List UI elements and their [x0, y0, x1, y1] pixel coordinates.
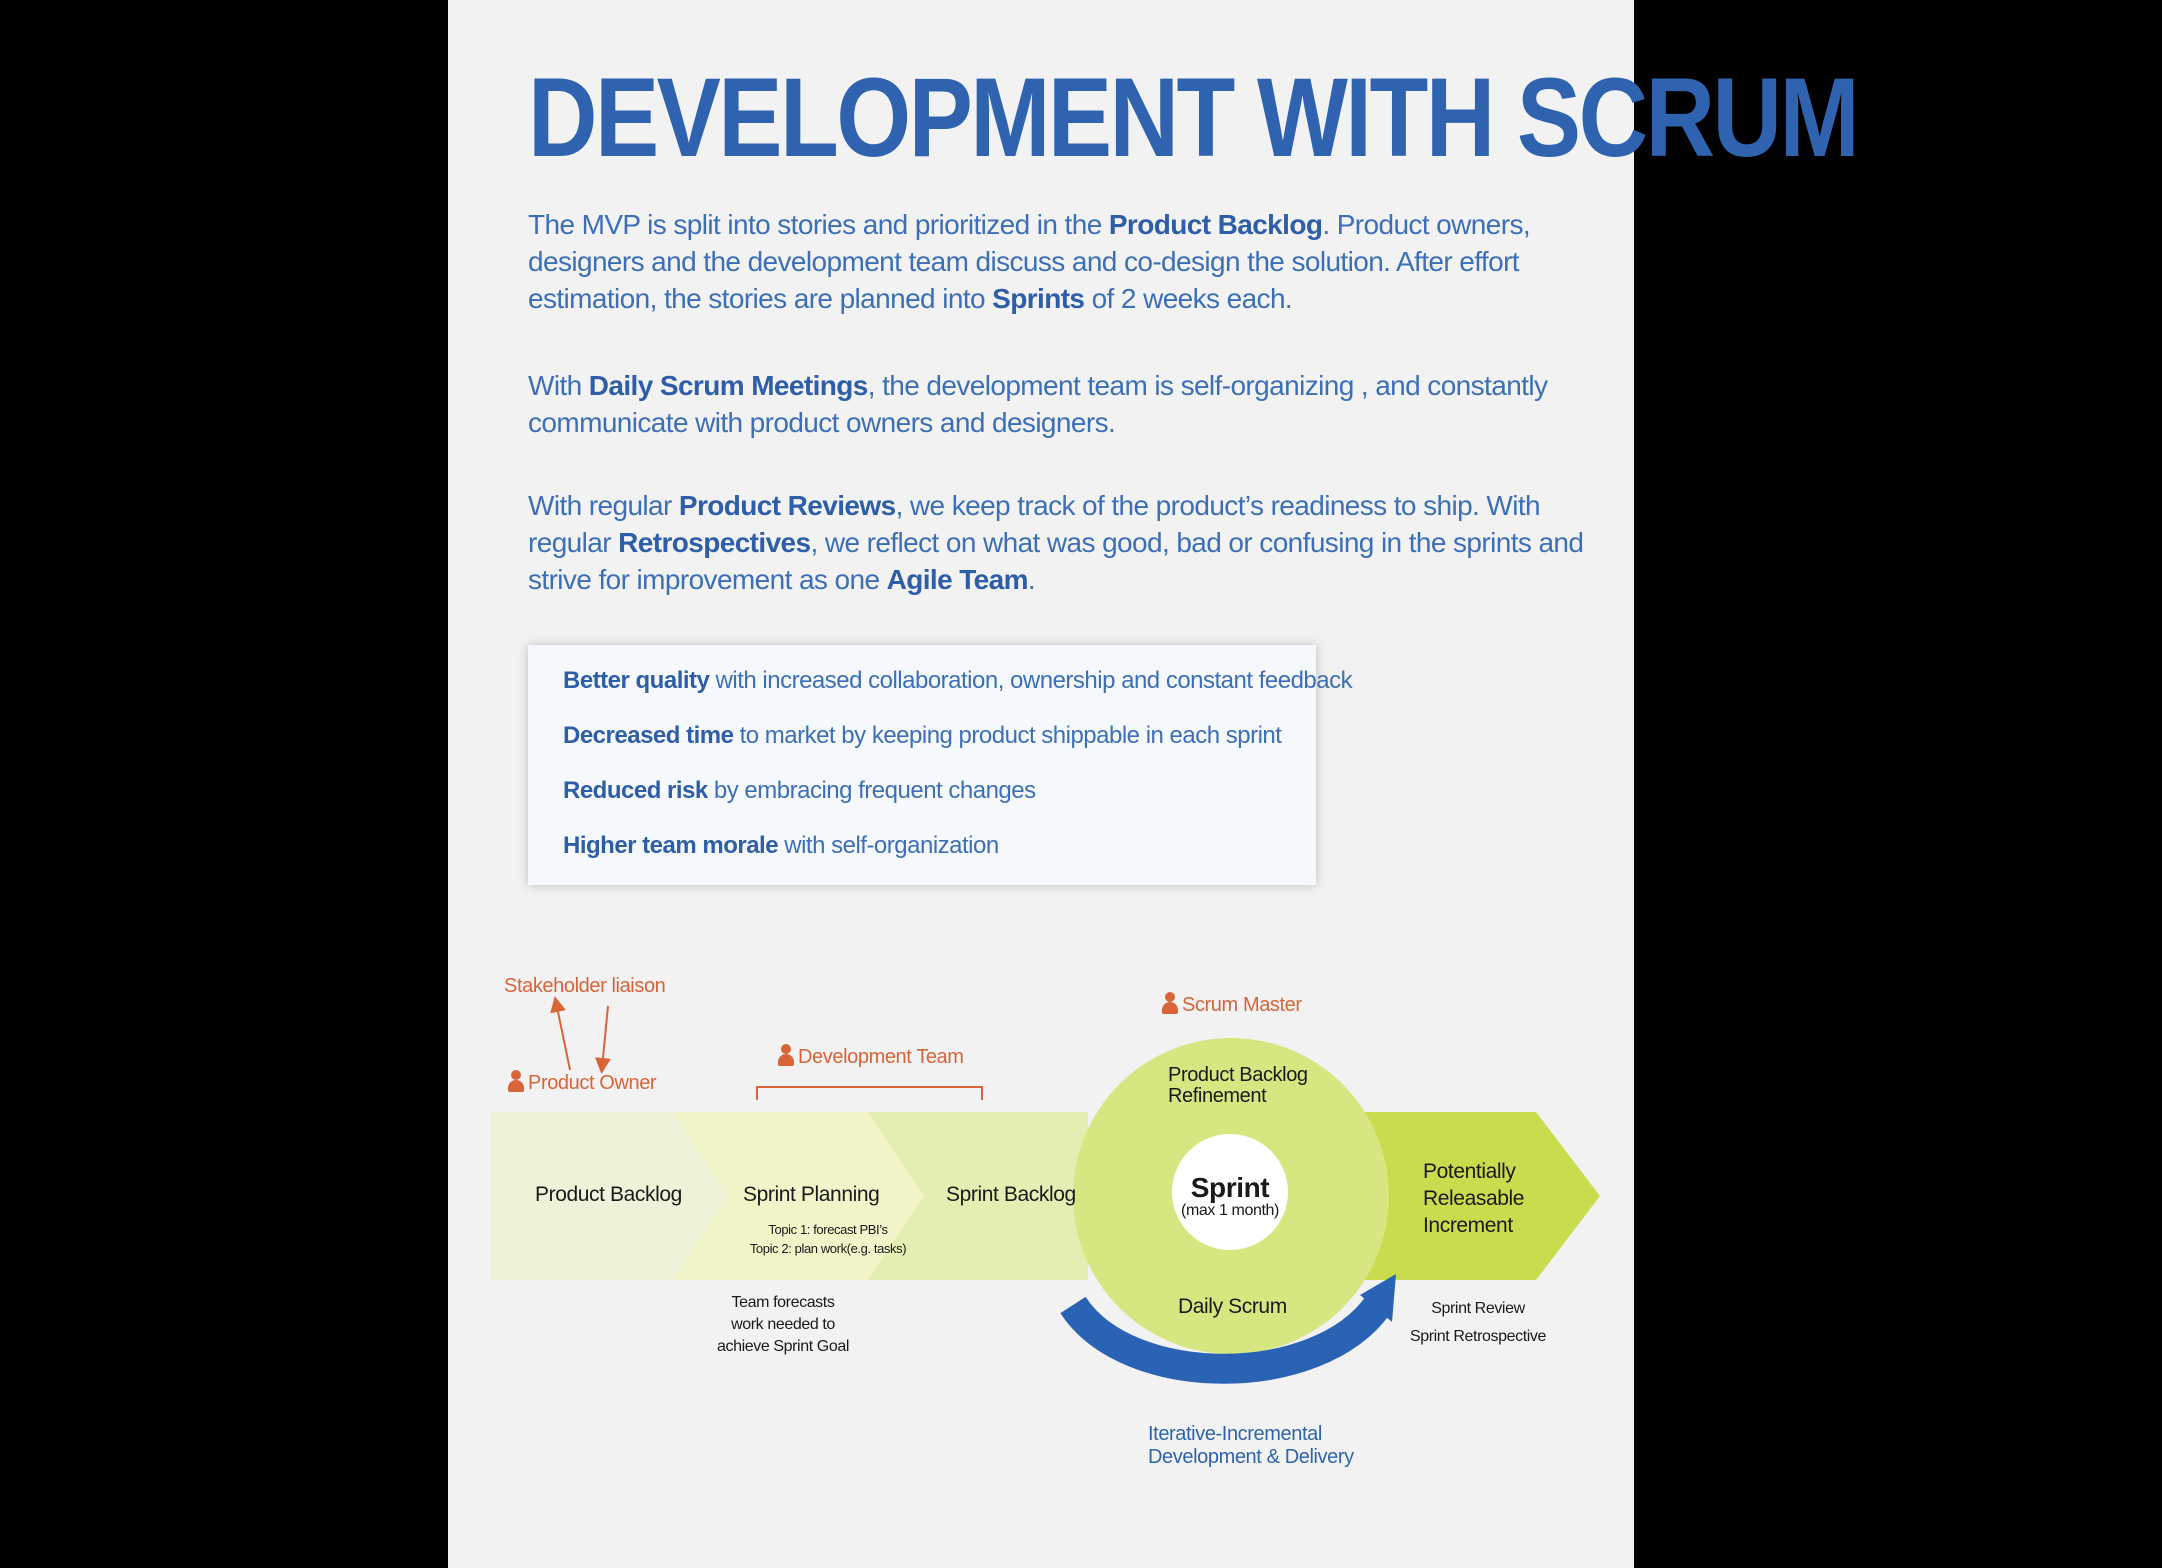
- keyword-sprints: Sprints: [992, 283, 1085, 314]
- increment-label: Potentially Releasable Increment: [1423, 1160, 1525, 1237]
- keyword-daily-scrum: Daily Scrum Meetings: [588, 370, 869, 401]
- product-owner-role: Product Owner: [508, 1070, 657, 1095]
- topic2-label: Topic 2: plan work(e.g. tasks): [749, 1241, 907, 1256]
- team-forecasts-note: Team forecasts work needed to achieve Sp…: [716, 1294, 850, 1355]
- benefit-item: Better quality with increased collaborat…: [563, 667, 1353, 694]
- daily-scrum-paragraph: With Daily Scrum Meetings, the developme…: [528, 370, 1548, 438]
- scrum-master-role: Scrum Master: [1162, 992, 1302, 1017]
- refinement-label: Product Backlog Refinement: [1168, 1064, 1308, 1107]
- arrow-down-from-stakeholder: [595, 1005, 611, 1074]
- sprint-retrospective-label: Sprint Retrospective: [1409, 1328, 1547, 1345]
- product-backlog-chevron: [490, 1112, 730, 1280]
- page-title: DEVELOPMENT WITH SCRUM: [528, 55, 1860, 180]
- iterative-arrow: [1060, 1295, 1391, 1384]
- sprint-duration-label: (max 1 month): [1181, 1202, 1279, 1219]
- keyword-agile-team: Agile Team: [886, 564, 1029, 595]
- benefits-box: Better quality with increased collaborat…: [528, 645, 1353, 885]
- sprint-review-label: Sprint Review: [1431, 1300, 1525, 1317]
- benefit-item: Reduced risk by embracing frequent chang…: [563, 777, 1036, 804]
- intro-paragraph: The MVP is split into stories and priori…: [528, 209, 1531, 314]
- keyword-retrospectives: Retrospectives: [618, 527, 811, 558]
- scrum-process-diagram: Stakeholder liaison Product Owner Develo…: [448, 960, 1634, 1520]
- keyword-product-reviews: Product Reviews: [678, 490, 896, 521]
- development-team-role: Development Team: [778, 1044, 964, 1069]
- daily-scrum-label: Daily Scrum: [1178, 1295, 1287, 1318]
- topic1-label: Topic 1: forecast PBI’s: [768, 1222, 888, 1237]
- sprint-label: Sprint: [1190, 1172, 1270, 1203]
- benefit-item: Higher team morale with self-organizatio…: [563, 832, 999, 859]
- iterative-arrowhead: [1360, 1274, 1396, 1322]
- reviews-paragraph: With regular Product Reviews, we keep tr…: [528, 490, 1584, 595]
- sprint-planning-label: Sprint Planning: [743, 1183, 880, 1206]
- arrow-up-to-stakeholder: [550, 996, 571, 1071]
- person-icon: [778, 1044, 794, 1066]
- person-icon: [1162, 992, 1178, 1014]
- iterative-delivery-label: Iterative-Incremental Development & Deli…: [1148, 1423, 1354, 1468]
- stakeholder-liaison-label: Stakeholder liaison: [504, 975, 666, 997]
- product-backlog-label: Product Backlog: [535, 1183, 682, 1206]
- keyword-product-backlog: Product Backlog: [1108, 209, 1323, 240]
- benefit-item: Decreased time to market by keeping prod…: [563, 722, 1282, 749]
- sprint-planning-chevron: [673, 1112, 926, 1280]
- sprint-backlog-label: Sprint Backlog: [946, 1183, 1076, 1206]
- sprint-center-circle: [1172, 1134, 1288, 1250]
- page: DEVELOPMENT WITH SCRUM The MVP is split …: [448, 0, 1860, 1568]
- sprint-backlog-chevron: [868, 1112, 1088, 1280]
- person-icon: [508, 1070, 524, 1092]
- development-team-bracket: [756, 1086, 983, 1100]
- diagram-graphics: [490, 996, 1600, 1384]
